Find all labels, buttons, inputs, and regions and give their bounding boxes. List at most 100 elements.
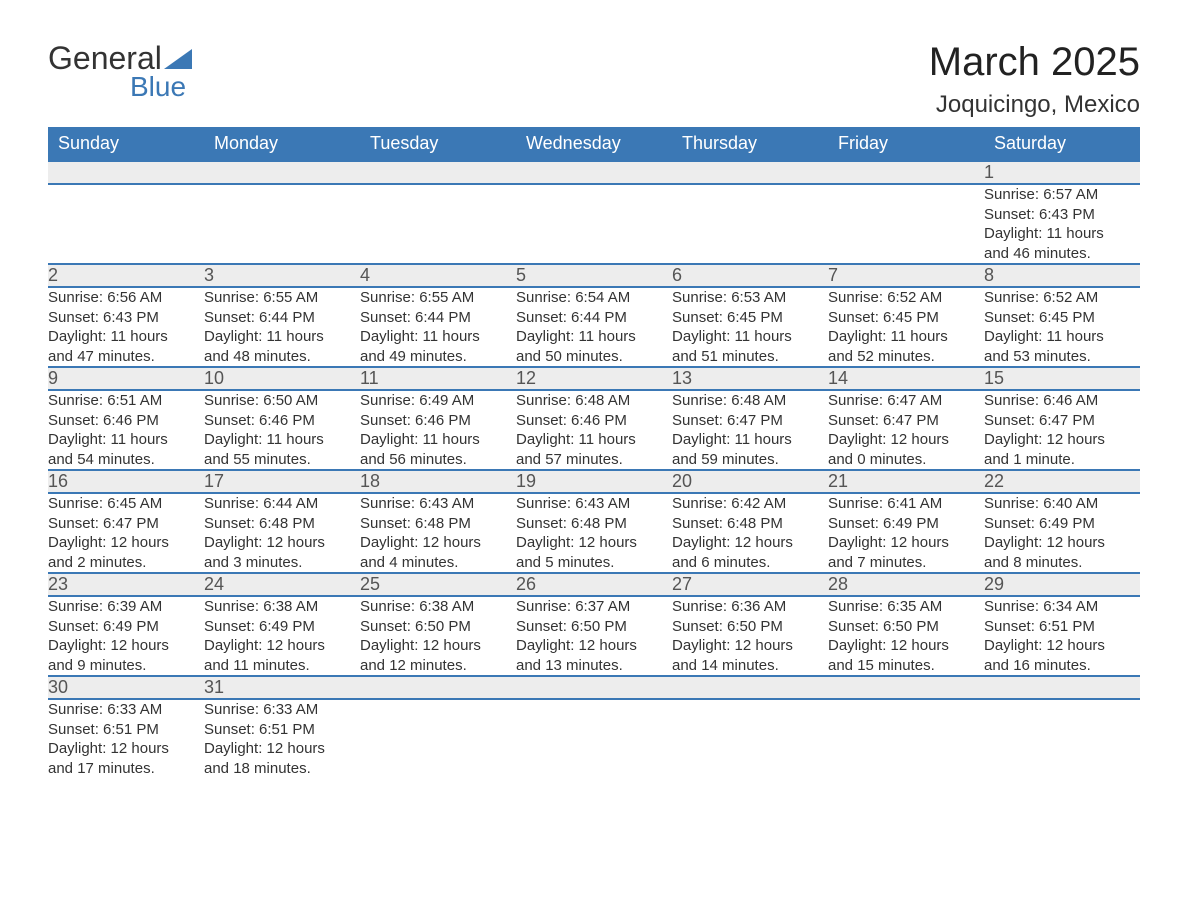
day-number: 4 — [360, 265, 370, 285]
day-number: 2 — [48, 265, 58, 285]
day-detail-cell: Sunrise: 6:43 AMSunset: 6:48 PMDaylight:… — [360, 493, 516, 573]
day-d1: Daylight: 12 hours — [516, 636, 672, 656]
day-d1: Daylight: 12 hours — [828, 430, 984, 450]
day-detail-cell: Sunrise: 6:38 AMSunset: 6:50 PMDaylight:… — [360, 596, 516, 676]
day-number-cell — [516, 676, 672, 699]
day-sunset: Sunset: 6:44 PM — [516, 308, 672, 328]
day-d1: Daylight: 11 hours — [672, 327, 828, 347]
day-d1: Daylight: 12 hours — [48, 636, 204, 656]
calendar-detail-row: Sunrise: 6:39 AMSunset: 6:49 PMDaylight:… — [48, 596, 1140, 676]
day-number-cell: 30 — [48, 676, 204, 699]
day-number-cell — [360, 676, 516, 699]
day-sunset: Sunset: 6:49 PM — [984, 514, 1140, 534]
day-sunrise: Sunrise: 6:55 AM — [204, 288, 360, 308]
day-number-cell: 14 — [828, 367, 984, 390]
day-d2: and 1 minute. — [984, 450, 1140, 470]
day-sunset: Sunset: 6:46 PM — [516, 411, 672, 431]
day-d1: Daylight: 12 hours — [672, 533, 828, 553]
day-detail-cell: Sunrise: 6:57 AMSunset: 6:43 PMDaylight:… — [984, 184, 1140, 264]
day-sunset: Sunset: 6:50 PM — [828, 617, 984, 637]
day-d2: and 50 minutes. — [516, 347, 672, 367]
calendar-daynum-row: 1 — [48, 161, 1140, 184]
day-sunset: Sunset: 6:47 PM — [984, 411, 1140, 431]
calendar-header-row: Sunday Monday Tuesday Wednesday Thursday… — [48, 127, 1140, 161]
day-d1: Daylight: 12 hours — [360, 533, 516, 553]
day-sunrise: Sunrise: 6:55 AM — [360, 288, 516, 308]
calendar-detail-row: Sunrise: 6:51 AMSunset: 6:46 PMDaylight:… — [48, 390, 1140, 470]
day-number-cell: 22 — [984, 470, 1140, 493]
day-d2: and 48 minutes. — [204, 347, 360, 367]
calendar-daynum-row: 23242526272829 — [48, 573, 1140, 596]
day-detail-cell: Sunrise: 6:51 AMSunset: 6:46 PMDaylight:… — [48, 390, 204, 470]
day-number-cell: 13 — [672, 367, 828, 390]
day-sunset: Sunset: 6:50 PM — [516, 617, 672, 637]
day-sunrise: Sunrise: 6:33 AM — [204, 700, 360, 720]
day-number-cell — [828, 676, 984, 699]
day-number-cell — [516, 161, 672, 184]
day-detail-cell: Sunrise: 6:42 AMSunset: 6:48 PMDaylight:… — [672, 493, 828, 573]
day-number: 12 — [516, 368, 536, 388]
calendar-detail-row: Sunrise: 6:57 AMSunset: 6:43 PMDaylight:… — [48, 184, 1140, 264]
day-d2: and 14 minutes. — [672, 656, 828, 676]
day-number-cell — [48, 161, 204, 184]
day-d1: Daylight: 11 hours — [984, 327, 1140, 347]
day-number-cell: 6 — [672, 264, 828, 287]
day-sunset: Sunset: 6:44 PM — [360, 308, 516, 328]
day-number-cell: 19 — [516, 470, 672, 493]
day-detail-cell: Sunrise: 6:55 AMSunset: 6:44 PMDaylight:… — [360, 287, 516, 367]
day-d1: Daylight: 12 hours — [984, 430, 1140, 450]
day-d1: Daylight: 12 hours — [204, 739, 360, 759]
day-d2: and 8 minutes. — [984, 553, 1140, 573]
day-number: 28 — [828, 574, 848, 594]
day-sunrise: Sunrise: 6:52 AM — [984, 288, 1140, 308]
day-header: Sunday — [48, 127, 204, 161]
day-header: Monday — [204, 127, 360, 161]
day-d2: and 51 minutes. — [672, 347, 828, 367]
day-sunrise: Sunrise: 6:35 AM — [828, 597, 984, 617]
day-detail-cell: Sunrise: 6:34 AMSunset: 6:51 PMDaylight:… — [984, 596, 1140, 676]
day-number-cell — [984, 676, 1140, 699]
day-detail-cell — [360, 699, 516, 778]
day-number: 20 — [672, 471, 692, 491]
day-detail-cell: Sunrise: 6:50 AMSunset: 6:46 PMDaylight:… — [204, 390, 360, 470]
day-number-cell: 28 — [828, 573, 984, 596]
day-sunrise: Sunrise: 6:42 AM — [672, 494, 828, 514]
day-header: Tuesday — [360, 127, 516, 161]
day-number: 16 — [48, 471, 68, 491]
day-d2: and 55 minutes. — [204, 450, 360, 470]
day-sunset: Sunset: 6:44 PM — [204, 308, 360, 328]
day-sunrise: Sunrise: 6:44 AM — [204, 494, 360, 514]
day-number: 30 — [48, 677, 68, 697]
day-number-cell: 20 — [672, 470, 828, 493]
day-sunset: Sunset: 6:48 PM — [204, 514, 360, 534]
day-detail-cell — [828, 699, 984, 778]
day-number: 8 — [984, 265, 994, 285]
day-number: 27 — [672, 574, 692, 594]
day-d1: Daylight: 12 hours — [48, 739, 204, 759]
day-d2: and 4 minutes. — [360, 553, 516, 573]
day-d1: Daylight: 12 hours — [204, 533, 360, 553]
day-number-cell: 24 — [204, 573, 360, 596]
day-detail-cell: Sunrise: 6:56 AMSunset: 6:43 PMDaylight:… — [48, 287, 204, 367]
day-header: Friday — [828, 127, 984, 161]
day-sunrise: Sunrise: 6:47 AM — [828, 391, 984, 411]
day-d1: Daylight: 11 hours — [360, 430, 516, 450]
day-detail-cell — [516, 699, 672, 778]
brand-triangle-icon — [164, 49, 192, 69]
day-number-cell: 25 — [360, 573, 516, 596]
day-detail-cell: Sunrise: 6:48 AMSunset: 6:46 PMDaylight:… — [516, 390, 672, 470]
day-number-cell — [672, 161, 828, 184]
day-sunset: Sunset: 6:50 PM — [672, 617, 828, 637]
day-d1: Daylight: 12 hours — [204, 636, 360, 656]
day-sunrise: Sunrise: 6:39 AM — [48, 597, 204, 617]
day-number: 24 — [204, 574, 224, 594]
day-d1: Daylight: 12 hours — [516, 533, 672, 553]
day-sunset: Sunset: 6:50 PM — [360, 617, 516, 637]
day-sunset: Sunset: 6:45 PM — [828, 308, 984, 328]
day-detail-cell: Sunrise: 6:36 AMSunset: 6:50 PMDaylight:… — [672, 596, 828, 676]
day-d1: Daylight: 12 hours — [984, 636, 1140, 656]
day-number: 6 — [672, 265, 682, 285]
day-sunset: Sunset: 6:43 PM — [48, 308, 204, 328]
day-d2: and 0 minutes. — [828, 450, 984, 470]
day-number-cell: 1 — [984, 161, 1140, 184]
